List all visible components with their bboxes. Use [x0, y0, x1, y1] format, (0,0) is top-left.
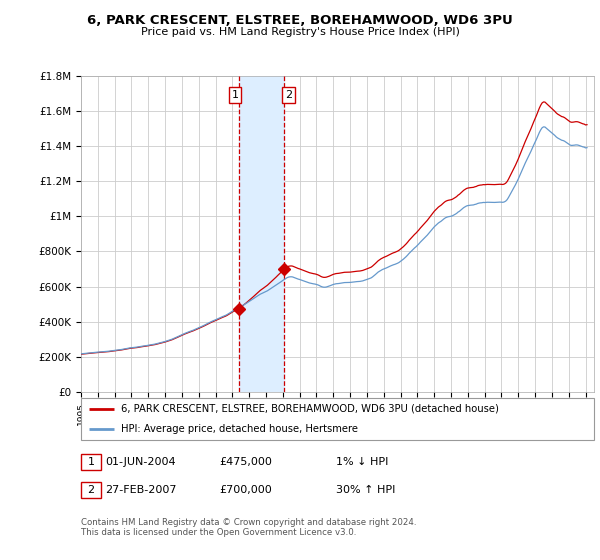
Text: 30% ↑ HPI: 30% ↑ HPI: [336, 485, 395, 495]
Text: 2: 2: [285, 90, 292, 100]
Text: 6, PARK CRESCENT, ELSTREE, BOREHAMWOOD, WD6 3PU (detached house): 6, PARK CRESCENT, ELSTREE, BOREHAMWOOD, …: [121, 404, 499, 414]
Text: 1% ↓ HPI: 1% ↓ HPI: [336, 457, 388, 467]
Text: 1: 1: [232, 90, 239, 100]
Text: £475,000: £475,000: [219, 457, 272, 467]
Text: 1: 1: [88, 457, 94, 467]
Text: Price paid vs. HM Land Registry's House Price Index (HPI): Price paid vs. HM Land Registry's House …: [140, 27, 460, 37]
Bar: [239, 76, 284, 392]
Text: 27-FEB-2007: 27-FEB-2007: [105, 485, 176, 495]
Text: 6, PARK CRESCENT, ELSTREE, BOREHAMWOOD, WD6 3PU: 6, PARK CRESCENT, ELSTREE, BOREHAMWOOD, …: [87, 14, 513, 27]
FancyBboxPatch shape: [81, 398, 594, 440]
Text: HPI: Average price, detached house, Hertsmere: HPI: Average price, detached house, Hert…: [121, 424, 358, 434]
Text: 2: 2: [88, 485, 94, 495]
Text: £700,000: £700,000: [219, 485, 272, 495]
Text: 01-JUN-2004: 01-JUN-2004: [105, 457, 176, 467]
Text: Contains HM Land Registry data © Crown copyright and database right 2024.
This d: Contains HM Land Registry data © Crown c…: [81, 518, 416, 538]
